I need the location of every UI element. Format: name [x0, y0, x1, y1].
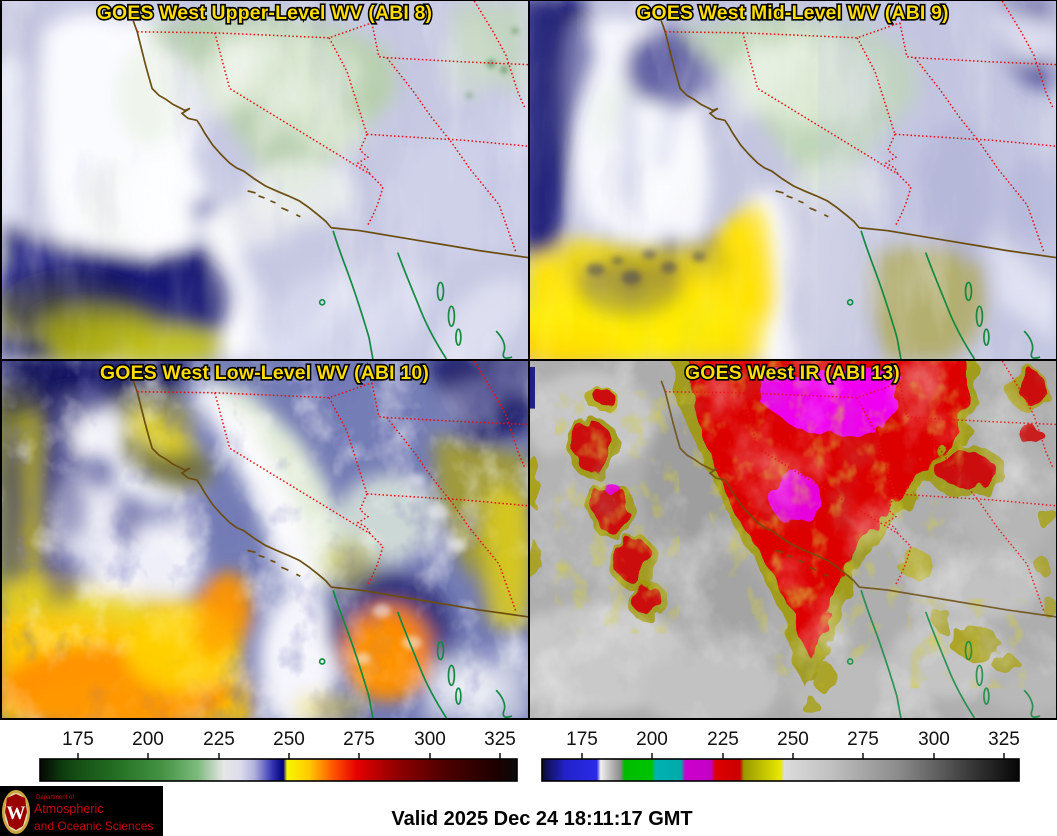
- svg-text:Atmospheric: Atmospheric: [34, 802, 103, 816]
- svg-text:GOES West Mid-Level WV (ABI 9): GOES West Mid-Level WV (ABI 9): [636, 2, 948, 24]
- svg-text:W: W: [7, 803, 26, 824]
- svg-text:and Oceanic Sciences: and Oceanic Sciences: [34, 819, 153, 833]
- svg-text:GOES West IR (ABI 13): GOES West IR (ABI 13): [685, 362, 900, 384]
- svg-text:GOES West Low-Level WV (ABI 10: GOES West Low-Level WV (ABI 10): [100, 362, 429, 384]
- svg-text:GOES West Upper-Level WV (ABI: GOES West Upper-Level WV (ABI 8): [97, 2, 432, 24]
- svg-text:Department of: Department of: [36, 795, 74, 801]
